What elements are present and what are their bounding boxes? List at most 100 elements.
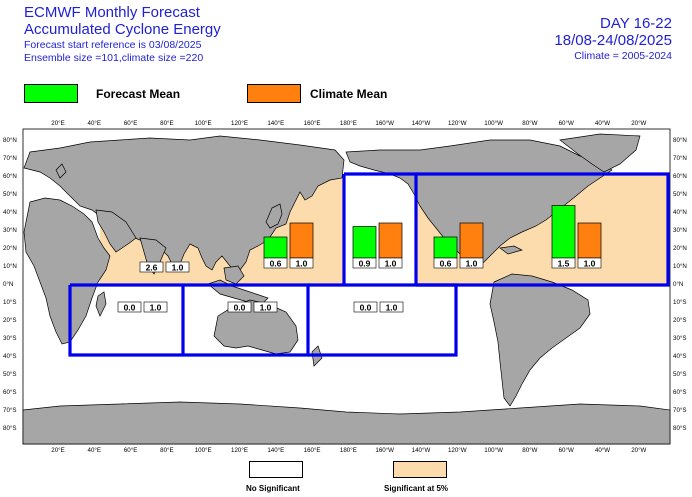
south-pacific-forecast-label-box: [353, 301, 378, 313]
lon-bottom-label: 100°E: [195, 447, 212, 454]
lon-bottom-label: 60°E: [124, 447, 137, 454]
lat-left-label: 30°S: [3, 335, 16, 342]
lon-bottom-label: 40°W: [595, 447, 610, 454]
lat-left-label: 20°N: [3, 245, 17, 252]
forecast-legend-label: Forecast Mean: [96, 87, 181, 101]
lat-right-label: 10°N: [673, 263, 687, 270]
lat-right-label: 20°S: [673, 317, 686, 324]
no-significant-swatch: [249, 461, 303, 478]
lat-right-label: 50°N: [673, 191, 687, 198]
north-america-land: [345, 139, 613, 269]
lat-right-label: 40°S: [673, 353, 686, 360]
east-pacific-forecast-bar: [433, 236, 458, 259]
lat-right-label: 20°N: [673, 245, 687, 252]
climate-legend-swatch: [247, 84, 301, 103]
atlantic-east-pacific-box: [416, 172, 670, 287]
lon-bottom-label: 40°E: [88, 447, 101, 454]
lon-bottom-label: 140°W: [412, 447, 431, 454]
lat-left-label: 40°S: [3, 353, 16, 360]
climate-legend-label: Climate Mean: [310, 87, 388, 101]
central-pacific-forecast-bar: [352, 226, 377, 259]
south-indian-forecast-label-box: [117, 301, 142, 313]
south-pacific-forecast-value: 0.0: [360, 302, 372, 312]
lon-bottom-label: 120°E: [231, 447, 248, 454]
south-indian-forecast-value: 0.0: [124, 302, 136, 312]
australian-box: [183, 283, 310, 357]
lat-left-label: 10°S: [3, 299, 16, 306]
lat-left-label: 80°S: [3, 425, 16, 432]
lon-top-label: 20°W: [631, 120, 646, 127]
lat-right-label: 40°N: [673, 209, 687, 216]
lon-top-label: 100°W: [484, 120, 503, 127]
lat-right-label: 10°S: [673, 299, 686, 306]
significant-label: Significant at 5%: [384, 484, 449, 493]
lat-left-label: 50°S: [3, 371, 16, 378]
lon-bottom-label: 60°W: [559, 447, 574, 454]
lon-bottom-label: 180°E: [340, 447, 357, 454]
west-pacific-climate-label-box: [289, 257, 314, 269]
lon-bottom-label: 20°W: [631, 447, 646, 454]
australia-land: [213, 299, 299, 355]
title-line2: Accumulated Cyclone Energy: [24, 21, 221, 38]
west-pacific-climate-bar: [289, 222, 314, 259]
central-pacific-climate-value: 1.0: [385, 258, 397, 268]
lat-left-label: 20°S: [3, 317, 16, 324]
lon-top-label: 80°W: [522, 120, 537, 127]
south-pacific-climate-value: 1.0: [386, 302, 398, 312]
ensemble-size: Ensemble size =101,climate size =220: [24, 52, 204, 64]
lon-top-label: 20°E: [51, 120, 64, 127]
west-pacific-forecast-label-box: [263, 257, 288, 269]
forecast-legend-swatch: [24, 84, 78, 103]
lon-bottom-label: 160°W: [375, 447, 394, 454]
lon-bottom-label: 160°E: [304, 447, 321, 454]
lat-right-label: 70°S: [673, 407, 686, 414]
lat-left-label: 60°N: [3, 173, 17, 180]
north-indian-climate-label-box: [165, 261, 190, 273]
lon-bottom-label: 80°E: [160, 447, 173, 454]
lat-right-label: 0°N: [673, 281, 683, 288]
lon-top-label: 40°W: [595, 120, 610, 127]
lat-left-label: 50°N: [3, 191, 17, 198]
borneo-land: [223, 265, 245, 285]
lat-right-label: 60°N: [673, 173, 687, 180]
lon-top-label: 60°E: [124, 120, 137, 127]
lat-left-label: 40°N: [3, 209, 17, 216]
atlantic-climate-value: 1.0: [584, 258, 596, 268]
central-pacific-climate-label-box: [378, 257, 403, 269]
south-pacific-box: [308, 283, 458, 357]
lon-top-label: 140°E: [267, 120, 284, 127]
lon-top-label: 140°W: [412, 120, 431, 127]
central-pacific-forecast-label-box: [352, 257, 377, 269]
lon-top-label: 120°W: [448, 120, 467, 127]
day-range: DAY 16-22: [600, 15, 672, 32]
greenland-land: [559, 133, 641, 173]
lon-top-label: 60°W: [559, 120, 574, 127]
lat-right-label: 60°S: [673, 389, 686, 396]
australian-forecast-value: 0.0: [234, 302, 246, 312]
significant-swatch: [393, 461, 447, 478]
east-pacific-forecast-label-box: [433, 257, 458, 269]
lat-left-label: 80°N: [3, 137, 17, 144]
japan-land: [265, 203, 283, 229]
atlantic-climate-bar: [577, 222, 602, 259]
lon-top-label: 100°E: [195, 120, 212, 127]
no-significant-label: No Significant: [246, 484, 300, 493]
north-indian-forecast-label-box: [139, 261, 164, 273]
australian-climate-label-box: [253, 301, 278, 313]
atlantic-forecast-label-box: [551, 257, 576, 269]
lat-left-label: 10°N: [3, 263, 17, 270]
east-pacific-climate-bar: [459, 222, 484, 259]
lon-bottom-label: 140°E: [267, 447, 284, 454]
west-pacific-forecast-value: 0.6: [270, 258, 282, 268]
north-indian-climate-value: 1.0: [172, 262, 184, 272]
lat-left-label: 30°N: [3, 227, 17, 234]
lon-bottom-label: 20°E: [51, 447, 64, 454]
climate-period: Climate = 2005-2024: [574, 50, 672, 62]
lon-bottom-label: 100°W: [484, 447, 503, 454]
west-pacific-forecast-bar: [263, 236, 288, 259]
lat-right-label: 50°S: [673, 371, 686, 378]
south-indian-climate-label-box: [143, 301, 168, 313]
central-pacific-forecast-value: 0.9: [359, 258, 371, 268]
lon-top-label: 180°E: [340, 120, 357, 127]
